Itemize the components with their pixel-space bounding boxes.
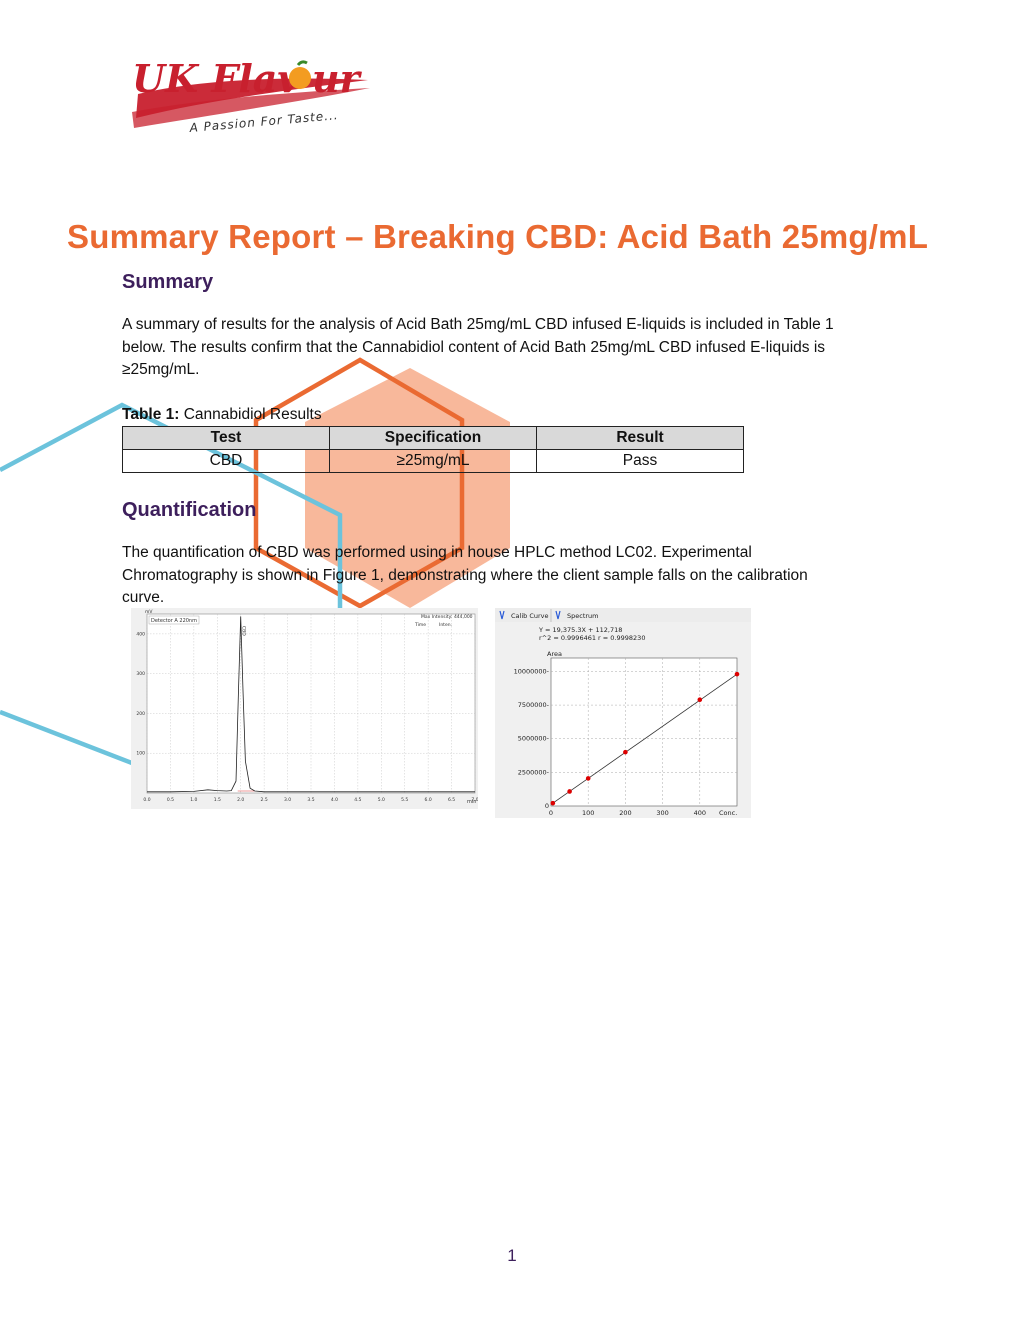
calibration-point <box>567 789 572 794</box>
calibration-equation: Y = 19,375.3X + 112,718 <box>538 626 622 634</box>
column-header-test: Test <box>122 426 330 450</box>
calibration-figure: Calib Curve Spectrum Y = 19,375.3X + 112… <box>495 608 751 818</box>
cell-result: Pass <box>536 449 744 473</box>
table-header-row: Test Specification Result <box>122 426 744 450</box>
chromatogram-x-tick: 3.0 <box>284 797 291 803</box>
svg-text:ur: ur <box>312 56 363 101</box>
calibration-r-values: r^2 = 0.9996461 r = 0.9998230 <box>539 634 645 642</box>
quantification-heading: Quantification <box>122 499 257 521</box>
summary-paragraph: A summary of results for the analysis of… <box>122 316 834 378</box>
cell-specification: ≥25mg/mL <box>329 449 537 473</box>
chromatogram-trace <box>147 616 475 793</box>
summary-heading: Summary <box>122 271 214 293</box>
spectrum-tab-icon <box>555 610 561 620</box>
chromatogram-x-tick: 5.5 <box>401 797 408 803</box>
calibration-y-tick: 2500000- <box>518 768 550 776</box>
column-header-specification: Specification <box>329 426 537 450</box>
chromatogram-x-tick: 0.5 <box>167 797 174 803</box>
chromatogram-x-tick: 4.5 <box>354 797 361 803</box>
chromatogram-x-tick: 1.5 <box>214 797 221 803</box>
calibration-point <box>585 776 591 781</box>
report-title: Summary Report – Breaking CBD: Acid Bath… <box>67 218 929 255</box>
quantification-paragraph: The quantification of CBD was performed … <box>122 544 808 606</box>
table-caption: Table 1: Cannabidiol Results <box>122 404 322 427</box>
calibration-point <box>550 800 556 806</box>
calibration-point <box>734 671 740 677</box>
table-row: CBD ≥25mg/mL Pass <box>122 449 744 473</box>
table-caption-text: Cannabidiol Results <box>179 406 322 423</box>
calibration-y-tick: 10000000- <box>514 667 550 675</box>
orange-hexagon-outline <box>253 357 465 609</box>
company-logo: UK Flav ur A Passion For Taste... <box>128 50 378 140</box>
chromatogram-y-tick: 100 <box>136 751 145 757</box>
blue-hexagon-line <box>0 402 343 773</box>
calibration-fit-line <box>550 673 738 805</box>
chromatogram-y-tick: 200 <box>136 711 145 717</box>
column-header-result: Result <box>536 426 744 450</box>
calibration-point <box>623 749 628 755</box>
cell-test: CBD <box>122 449 330 473</box>
calibration-x-tick: 300 <box>656 809 668 817</box>
peak-label: CBD <box>241 626 247 636</box>
detector-label: Detector A 220nm <box>151 618 197 624</box>
calibration-y-tick: 5000000- <box>518 735 550 743</box>
chromatogram-x-tick: 0.0 <box>143 797 150 803</box>
calibration-x-tick: 200 <box>619 809 631 817</box>
chromatogram-x-label: min <box>467 799 476 805</box>
calibration-x-label: Conc. <box>719 809 737 817</box>
chromatogram-x-tick: 6.0 <box>425 797 432 803</box>
chromatogram-y-label: mV <box>145 609 153 615</box>
chromatogram-x-tick: 4.0 <box>331 797 338 803</box>
chromatogram-x-tick: 1.0 <box>190 797 197 803</box>
calib-tab-icon <box>499 610 505 620</box>
chromatogram-x-tick: 7.0 <box>471 797 478 803</box>
chromatogram-chart: 0.0 0.5 1.0 1.5 2.0 2.5 3.0 3.5 4.0 4.5 5.0 5.5 6.0 6… <box>136 609 478 805</box>
tab-spectrum[interactable]: Spectrum <box>567 612 599 620</box>
table-caption-label: Table 1: <box>122 406 180 423</box>
chromatogram-x-tick: 2.5 <box>261 797 268 803</box>
calibration-y-label: Area <box>547 650 562 658</box>
calibration-x-tick: 400 <box>694 809 706 817</box>
page-number: 1 <box>507 1246 517 1265</box>
calibration-y-tick: 0 <box>545 802 549 810</box>
chromatogram-x-tick: 5.0 <box>378 797 385 803</box>
header-inten-label: Inten. <box>439 622 452 628</box>
chromatogram-x-tick: 2.0 <box>237 797 244 803</box>
calibration-chart: Calib Curve Spectrum Y = 19,375.3X + 112… <box>495 608 751 817</box>
chromatogram-figure: 0.0 0.5 1.0 1.5 2.0 2.5 3.0 3.5 4.0 4.5 5.0 5.5 6.0 6… <box>131 608 479 809</box>
chromatogram-y-tick: 300 <box>136 671 145 677</box>
calibration-x-tick: 0 <box>549 809 553 817</box>
chromatogram-x-tick: 3.5 <box>307 797 314 803</box>
calibration-point <box>697 697 703 703</box>
chromatogram-y-tick: 400 <box>136 631 145 637</box>
header-time-label: Time <box>414 622 426 628</box>
calibration-x-tick: 100 <box>582 809 594 817</box>
results-table: Test Specification Result CBD ≥25mg/mL P… <box>122 426 744 473</box>
chromatogram-x-tick: 6.5 <box>448 797 455 803</box>
svg-text:UK Flav: UK Flav <box>132 56 300 101</box>
max-intensity-label: Max Intensity: 444,000 <box>421 614 473 620</box>
tab-calib-curve[interactable]: Calib Curve <box>511 612 549 620</box>
calibration-y-tick: 7500000- <box>518 701 550 709</box>
